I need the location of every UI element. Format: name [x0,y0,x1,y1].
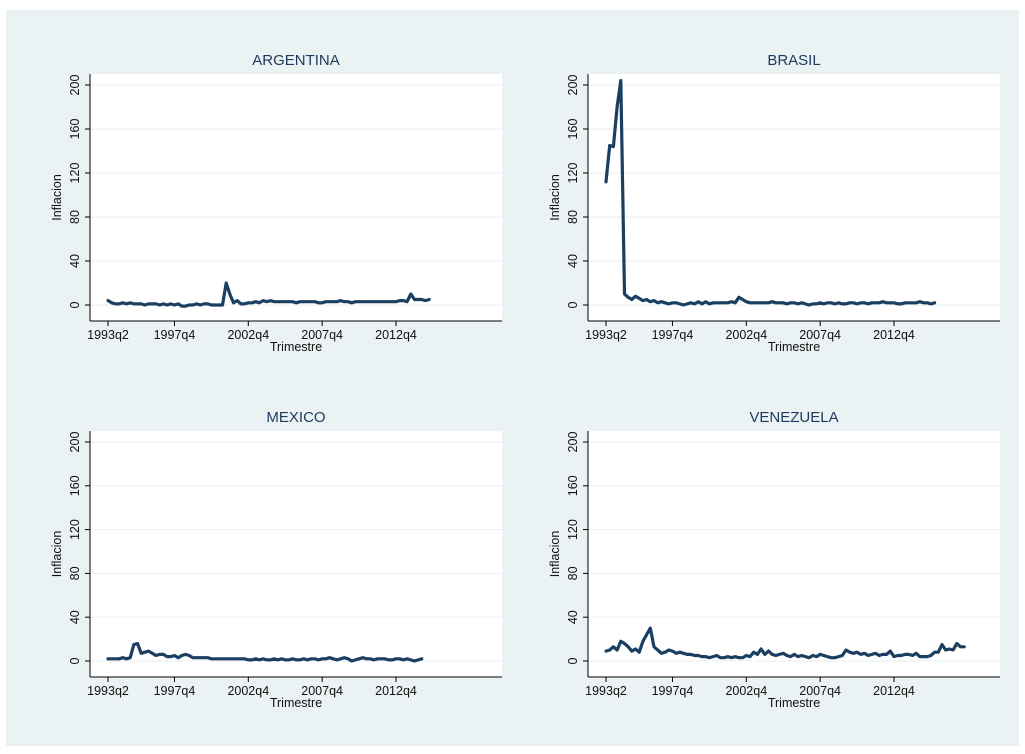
chart-panel-venezuela: 0 40 80 120 160 200 1993q2 1997q4 2002q4 2007q4 20… [548,409,1000,710]
x-axis-title: Trimestre [270,696,322,710]
y-tick-label: 80 [566,210,580,224]
panels: 0 40 80 120 160 200 1993q2 1997q4 2002q4 2007q4 20… [50,52,1000,710]
x-tick-label: 2012q4 [873,684,915,698]
x-tick-label: 1993q2 [87,684,129,698]
y-tick-label: 200 [566,432,580,453]
plot-area [588,431,1000,677]
y-tick-label: 0 [68,657,82,664]
chart-title: BRASIL [767,52,820,69]
x-tick-label: 1993q2 [87,328,129,342]
series-line [106,641,424,663]
y-tick-label: 40 [566,254,580,268]
x-tick-label: 2002q4 [725,328,767,342]
y-tick-label: 40 [566,610,580,624]
y-tick-label: 120 [68,163,82,184]
x-tick-label: 2007q4 [799,684,841,698]
x-tick-label: 1997q4 [154,328,196,342]
y-tick-label: 80 [566,566,580,580]
y-tick-label: 120 [68,519,82,540]
chart-title: VENEZUELA [749,409,838,426]
y-tick-label: 0 [68,301,82,308]
chart-panel-argentina: 0 40 80 120 160 200 1993q2 1997q4 2002q4 2007q4 20… [50,52,502,354]
y-axis-title: Inflacion [50,174,64,221]
y-axis-title: Inflacion [548,531,562,578]
y-tick-label: 160 [566,475,580,496]
x-tick-label: 2012q4 [873,328,915,342]
x-tick-label: 2007q4 [799,328,841,342]
x-tick-label: 2002q4 [227,684,269,698]
x-tick-label: 2007q4 [301,328,343,342]
chart-panel-brasil: 0 40 80 120 160 200 1993q2 1997q4 2002q4 2007q4 20… [548,52,1000,354]
y-tick-label: 80 [68,210,82,224]
x-tick-label: 2012q4 [375,328,417,342]
plot-area [90,74,502,321]
y-tick-label: 160 [566,119,580,140]
plot-area [588,74,1000,321]
x-tick-label: 2002q4 [227,328,269,342]
y-tick-label: 0 [566,301,580,308]
y-axis-title: Inflacion [50,531,64,578]
x-tick-label: 1997q4 [652,328,694,342]
y-tick-label: 200 [566,75,580,96]
y-tick-label: 0 [566,657,580,664]
series-line [604,626,966,660]
y-tick-label: 120 [566,519,580,540]
y-tick-label: 160 [68,119,82,140]
series-line [106,281,431,308]
chart-title: ARGENTINA [252,52,340,69]
series-line [604,78,937,307]
plot-area [90,431,502,677]
x-tick-label: 2012q4 [375,684,417,698]
x-axis-title: Trimestre [270,340,322,354]
x-tick-label: 1993q2 [585,684,627,698]
x-axis-title: Trimestre [768,340,820,354]
y-tick-label: 80 [68,566,82,580]
chart-panel-mexico: 0 40 80 120 160 200 1993q2 1997q4 2002q4 2007q4 20… [50,409,502,710]
y-tick-label: 40 [68,254,82,268]
x-tick-label: 1993q2 [585,328,627,342]
y-tick-label: 40 [68,610,82,624]
y-tick-label: 160 [68,475,82,496]
y-axis-title: Inflacion [548,174,562,221]
y-tick-label: 200 [68,75,82,96]
x-axis-title: Trimestre [768,696,820,710]
y-tick-label: 200 [68,432,82,453]
chart-title: MEXICO [266,409,325,426]
x-tick-label: 2007q4 [301,684,343,698]
x-tick-label: 1997q4 [154,684,196,698]
x-tick-label: 1997q4 [652,684,694,698]
x-tick-label: 2002q4 [725,684,767,698]
y-tick-label: 120 [566,163,580,184]
